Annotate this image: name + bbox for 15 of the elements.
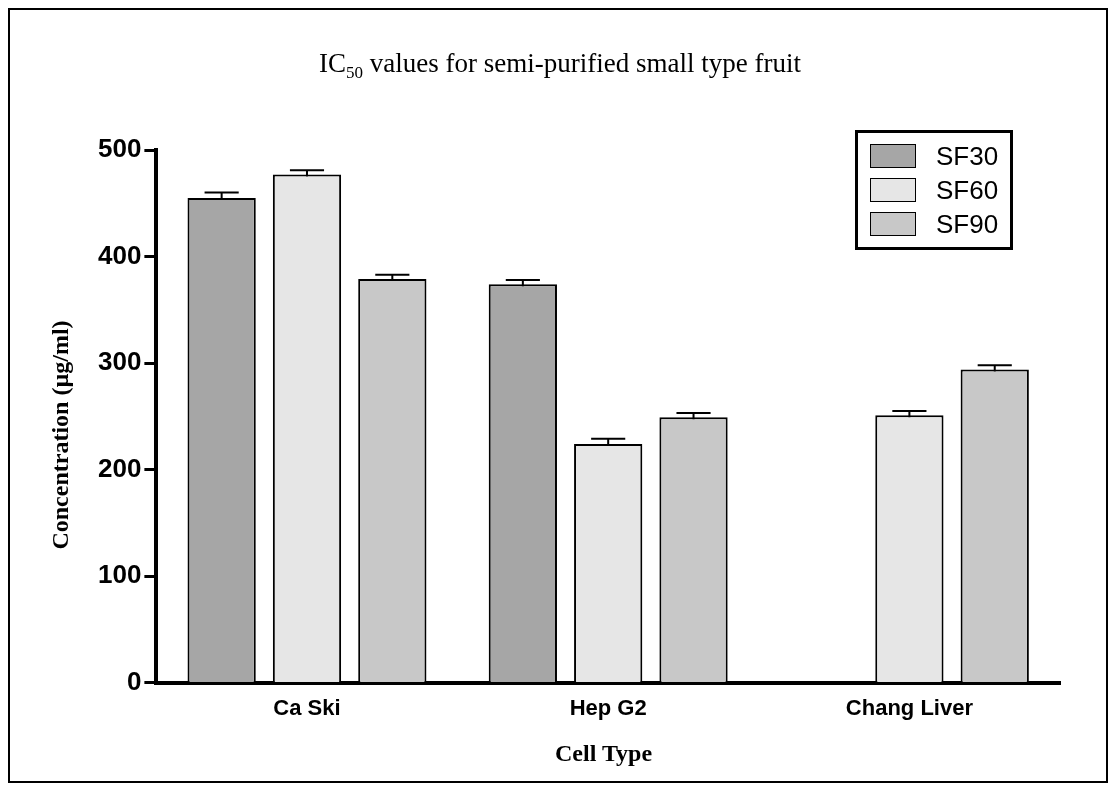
y-tick-label: 300 [97, 346, 142, 377]
y-axis-title: Concentration (µg/ml) [46, 320, 74, 550]
legend-label: SF90 [936, 208, 999, 240]
y-tick-label: 400 [97, 239, 142, 270]
y-tick-label: 200 [97, 452, 142, 483]
y-tick-label: 100 [97, 559, 142, 590]
x-tick-label: Chang Liver [845, 694, 974, 720]
legend-label: SF60 [936, 174, 999, 206]
chart-title: IC$_{50}$ values for semi-purified small type fruit [318, 48, 802, 84]
y-tick-label: 500 [97, 133, 142, 164]
x-axis-title: Cell Type [555, 740, 653, 767]
x-tick-label: Hep G2 [569, 694, 647, 720]
legend-label: SF30 [936, 140, 999, 172]
x-tick-label: Ca Ski [273, 694, 341, 720]
y-tick-label: 0 [126, 665, 142, 696]
